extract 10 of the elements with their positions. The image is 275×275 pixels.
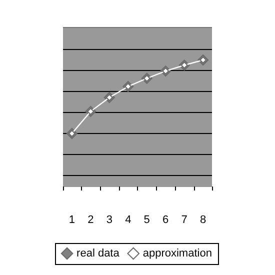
x-tick-label: 5	[144, 214, 150, 226]
x-tick-label: 4	[125, 214, 132, 226]
x-tick-label: 3	[106, 214, 112, 226]
x-tick-label: 8	[200, 214, 206, 226]
x-tick-label: 2	[88, 214, 94, 226]
legend-label: approximation	[142, 248, 212, 260]
x-tick-label: 1	[68, 214, 75, 226]
x-tick-label: 7	[181, 214, 188, 226]
x-tick-label: 6	[162, 214, 169, 226]
legend-label: real data	[76, 248, 120, 260]
